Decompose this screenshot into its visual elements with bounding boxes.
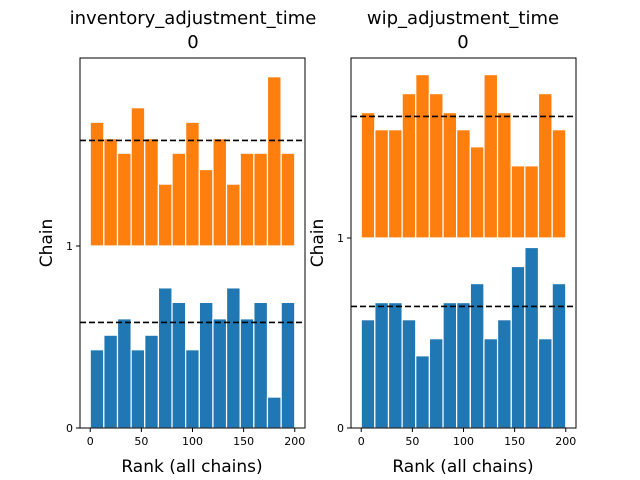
panel-title-line2: 0: [457, 32, 468, 53]
rank-bar-chain-1: [212, 138, 228, 247]
rank-bar-chain-1: [103, 138, 119, 247]
rank-bar-chain-1: [171, 152, 187, 247]
rank-bar-chain-1: [551, 129, 567, 239]
x-axis-label: Rank (all chains): [392, 457, 533, 477]
panel-wip-adjustment-time: wip_adjustment_time 0 0 50 100 150 200 01 Ra…: [308, 8, 577, 477]
x-tick-label: 100: [182, 435, 203, 448]
rank-bar-chain-1: [360, 111, 376, 239]
rank-bar-chain-0: [171, 301, 187, 429]
rank-bar-chain-0: [469, 283, 485, 429]
rank-bar-chain-1: [225, 183, 241, 247]
rank-bar-chain-1: [469, 146, 485, 239]
x-ticks-group: 0 50 100 150 200: [358, 428, 576, 448]
rank-bar-chain-0: [387, 302, 403, 429]
x-tick-label: 50: [405, 435, 419, 448]
rank-bar-chain-0: [185, 349, 200, 429]
rank-bar-chain-0: [239, 318, 255, 429]
rank-bar-chain-0: [374, 302, 390, 429]
rank-bar-chain-1: [442, 111, 458, 239]
rank-bar-chain-1: [401, 92, 417, 239]
x-ticks-group: 0 50 100 150 200: [87, 428, 305, 448]
rank-bar-chain-0: [253, 301, 269, 429]
x-tick-label: 150: [233, 435, 254, 448]
rank-bar-chain-1: [428, 92, 444, 239]
x-tick-label: 0: [87, 435, 94, 448]
rank-bar-chain-0: [144, 334, 159, 429]
panel-title-line1: wip_adjustment_time: [367, 8, 559, 29]
rank-bar-chain-1: [198, 168, 214, 247]
rank-bar-chain-1: [415, 73, 430, 239]
rank-bar-chain-0: [537, 338, 553, 429]
rank-bar-chain-0: [428, 338, 444, 429]
rank-bar-chain-0: [496, 319, 512, 429]
reference-lines-group: [351, 115, 576, 308]
x-axis-label: Rank (all chains): [121, 457, 262, 477]
rank-bar-chain-1: [157, 183, 173, 247]
rank-bar-chain-0: [198, 301, 214, 429]
y-axis-label: Chain: [308, 219, 328, 268]
rank-bar-chain-0: [524, 246, 540, 429]
rank-bar-chain-1: [496, 111, 512, 239]
rank-bar-chain-0: [456, 302, 471, 429]
bars-group: [360, 73, 567, 429]
rank-bar-chain-0: [551, 283, 567, 429]
rank-bar-chain-0: [415, 355, 430, 429]
x-tick-label: 50: [134, 435, 148, 448]
rank-bar-chain-0: [212, 318, 228, 429]
rank-bar-chain-1: [387, 129, 403, 239]
rank-bar-chain-0: [157, 287, 173, 429]
rank-bar-chain-1: [116, 152, 132, 247]
y-ticks-group: 01: [66, 240, 80, 435]
y-ticks-group: 01: [337, 232, 351, 435]
rank-bar-chain-0: [103, 334, 119, 429]
rank-bar-chain-1: [239, 152, 255, 247]
rank-bar-chain-1: [144, 138, 159, 247]
rank-bar-chain-1: [130, 107, 146, 247]
rank-bar-chain-0: [266, 396, 282, 429]
panel-inventory-adjustment-time: inventory_adjustment_time 0 0 50 100 150 200…: [37, 8, 316, 477]
rank-bar-chain-0: [483, 338, 499, 429]
rank-bar-chain-1: [456, 129, 471, 239]
y-tick-label: 1: [66, 240, 73, 253]
rank-bar-chain-0: [280, 301, 296, 429]
rank-bar-chain-1: [483, 73, 499, 239]
rank-bar-chain-0: [442, 302, 458, 429]
reference-lines-group: [80, 139, 305, 324]
rank-bar-chain-0: [360, 319, 376, 429]
rank-bar-chain-1: [253, 152, 269, 247]
y-axis-label: Chain: [37, 219, 57, 268]
rank-bar-chain-1: [266, 76, 282, 247]
rank-bar-chain-1: [510, 165, 526, 239]
y-tick-label: 1: [337, 232, 344, 245]
rank-bar-chain-1: [524, 165, 540, 239]
x-tick-label: 200: [555, 435, 576, 448]
x-tick-label: 100: [453, 435, 474, 448]
rank-bar-chain-0: [401, 319, 417, 429]
y-tick-label: 0: [337, 422, 344, 435]
y-tick-label: 0: [66, 422, 73, 435]
rank-bar-chain-0: [116, 318, 132, 429]
x-tick-label: 0: [358, 435, 365, 448]
rank-bar-chain-0: [89, 349, 105, 429]
rank-bar-chain-0: [225, 287, 241, 429]
rank-bar-chain-1: [374, 129, 390, 239]
rank-bar-chain-0: [130, 349, 146, 429]
rank-bar-chain-1: [280, 152, 296, 247]
rank-bar-chain-1: [537, 92, 553, 239]
x-tick-label: 150: [504, 435, 525, 448]
rank-bar-chain-0: [510, 265, 526, 429]
panel-title-line1: inventory_adjustment_time: [70, 8, 317, 29]
panel-title-line2: 0: [187, 32, 198, 53]
x-tick-label: 200: [284, 435, 305, 448]
